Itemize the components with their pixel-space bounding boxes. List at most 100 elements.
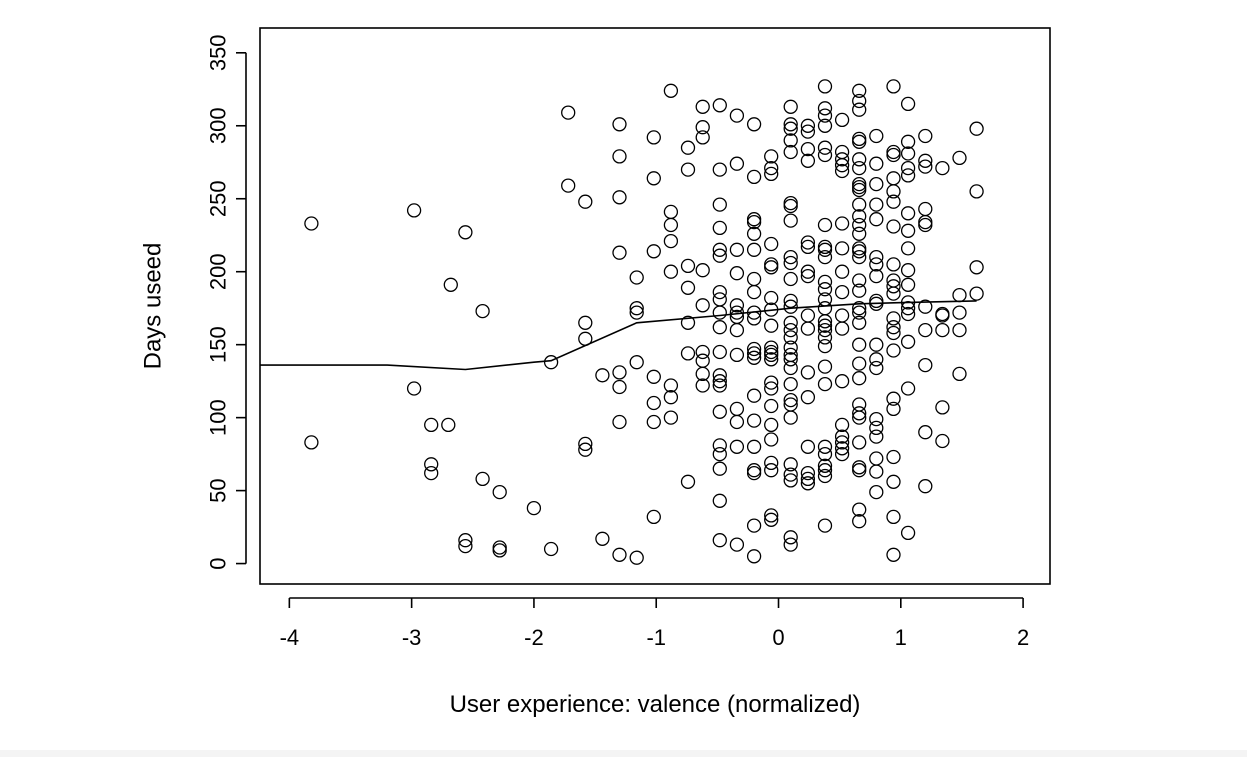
data-point	[695, 344, 710, 360]
data-point	[578, 315, 593, 330]
data-point	[578, 442, 593, 457]
data-point	[852, 244, 867, 259]
x-axis-title: User experience: valence (normalized)	[450, 691, 861, 718]
data-point	[918, 479, 933, 494]
y-tick-label: 0	[206, 557, 231, 569]
data-point	[852, 305, 867, 320]
data-point	[578, 194, 593, 209]
data-point	[746, 518, 762, 533]
x-tick-label: 1	[895, 625, 907, 650]
data-point	[852, 197, 867, 212]
data-point	[886, 286, 901, 301]
data-point	[900, 223, 916, 238]
data-point	[783, 133, 798, 148]
data-point	[834, 112, 850, 128]
data-point	[695, 378, 710, 393]
data-point	[852, 217, 867, 233]
data-point	[458, 538, 473, 554]
y-tick-label: 100	[206, 399, 231, 436]
data-point	[475, 471, 490, 487]
data-point	[612, 365, 627, 380]
data-point	[764, 455, 779, 471]
data-point	[952, 305, 967, 320]
data-point	[800, 476, 816, 491]
data-point	[886, 547, 901, 562]
data-point	[834, 284, 850, 300]
data-point	[800, 465, 816, 481]
data-point	[886, 449, 901, 465]
data-point	[918, 357, 933, 373]
y-tick-label: 350	[206, 34, 231, 71]
data-point	[764, 260, 779, 275]
data-point	[646, 395, 661, 411]
data-point	[783, 537, 798, 552]
x-axis: -4 -3 -2 -1 0 1 2	[280, 597, 1029, 650]
data-point	[852, 160, 867, 176]
data-point	[783, 213, 798, 228]
data-point	[712, 533, 727, 548]
data-point	[764, 347, 779, 363]
data-point	[629, 305, 644, 320]
data-point	[729, 266, 745, 281]
data-point	[764, 160, 779, 176]
y-tick-label: 250	[206, 180, 231, 217]
data-point	[817, 439, 833, 454]
data-point	[834, 417, 850, 433]
data-point	[886, 320, 901, 335]
data-point	[800, 141, 816, 157]
data-point	[663, 410, 679, 425]
data-point	[764, 149, 779, 164]
data-point	[406, 381, 422, 396]
data-point	[886, 474, 901, 489]
data-point	[869, 128, 884, 144]
data-point	[663, 83, 679, 98]
data-point	[729, 322, 745, 338]
data-point	[783, 249, 798, 265]
data-point	[869, 484, 884, 500]
data-point	[629, 355, 644, 370]
data-point	[543, 355, 559, 370]
data-point	[900, 381, 916, 396]
x-tick-label: 0	[772, 625, 784, 650]
data-point	[834, 435, 850, 450]
data-point	[800, 124, 816, 139]
data-point	[834, 158, 850, 173]
data-point	[800, 239, 816, 255]
data-point	[834, 429, 850, 444]
data-point	[834, 216, 850, 231]
data-point	[817, 140, 833, 155]
data-point	[406, 203, 422, 218]
data-point	[969, 260, 984, 275]
data-point	[817, 314, 833, 329]
data-point	[712, 344, 727, 360]
data-point	[900, 277, 916, 292]
data-point	[764, 508, 779, 523]
data-point	[817, 118, 833, 133]
data-point	[695, 298, 710, 313]
data-point	[834, 441, 850, 456]
data-point	[783, 530, 798, 545]
data-point	[458, 533, 473, 548]
data-point	[800, 153, 816, 168]
data-point	[712, 284, 727, 300]
data-point	[729, 242, 745, 257]
data-point	[712, 368, 727, 383]
data-point	[886, 391, 901, 406]
data-point	[817, 446, 833, 462]
data-point	[852, 249, 867, 265]
data-point	[869, 429, 884, 444]
data-point	[646, 509, 661, 525]
data-point	[800, 321, 816, 336]
data-point	[492, 484, 507, 500]
data-point	[834, 152, 850, 167]
data-point	[783, 299, 798, 314]
data-point	[852, 209, 867, 224]
data-point	[746, 465, 762, 481]
data-point	[900, 306, 916, 322]
data-point	[646, 130, 661, 145]
data-point	[783, 457, 798, 472]
data-point	[646, 244, 661, 259]
data-point	[886, 343, 901, 358]
data-point	[900, 134, 916, 149]
